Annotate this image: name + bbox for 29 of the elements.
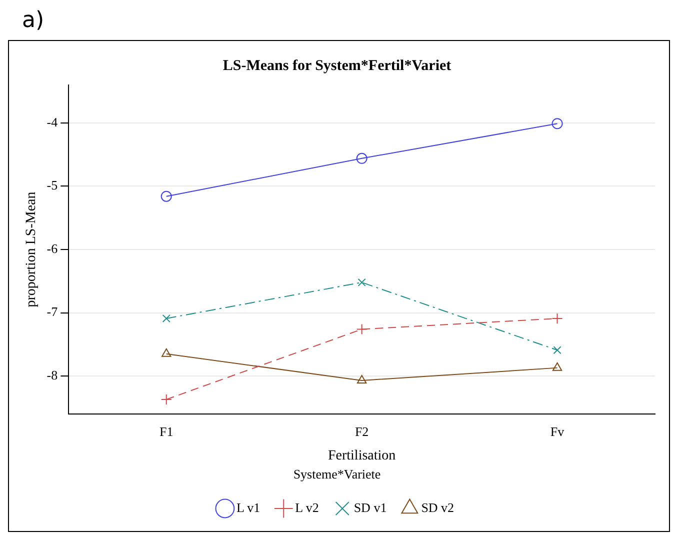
point xyxy=(358,278,366,286)
legend-title: Systeme*Variete xyxy=(293,466,381,482)
y-axis-title: proportion LS-Mean xyxy=(24,192,40,308)
y-tick-label: -8 xyxy=(46,367,58,382)
y-tick-label: -5 xyxy=(46,178,58,193)
point xyxy=(160,394,172,405)
x-tick-label: F2 xyxy=(354,424,369,440)
legend-label: L v1 xyxy=(236,500,260,515)
point xyxy=(356,374,367,384)
chart-title: LS-Means for System*Fertil*Variet xyxy=(222,58,452,74)
text: a) xyxy=(21,8,46,35)
y-tick-label: -4 xyxy=(46,114,58,130)
point xyxy=(162,348,172,357)
point xyxy=(552,362,562,371)
point xyxy=(553,346,562,354)
point xyxy=(356,152,368,164)
x-tick-label: Fv xyxy=(550,424,565,440)
point xyxy=(552,312,563,324)
point xyxy=(162,314,170,322)
legend-label: SD v2 xyxy=(421,500,454,515)
point xyxy=(552,118,563,130)
legend-label: L v2 xyxy=(295,500,319,515)
x-tick-label: F1 xyxy=(159,424,174,440)
y-tick-label: -6 xyxy=(46,240,58,256)
point xyxy=(160,190,172,202)
y-tick-label: -7 xyxy=(46,304,58,320)
point xyxy=(356,324,368,335)
x-axis-title: Fertilisation xyxy=(328,448,396,464)
legend-label: SD v1 xyxy=(354,500,387,515)
